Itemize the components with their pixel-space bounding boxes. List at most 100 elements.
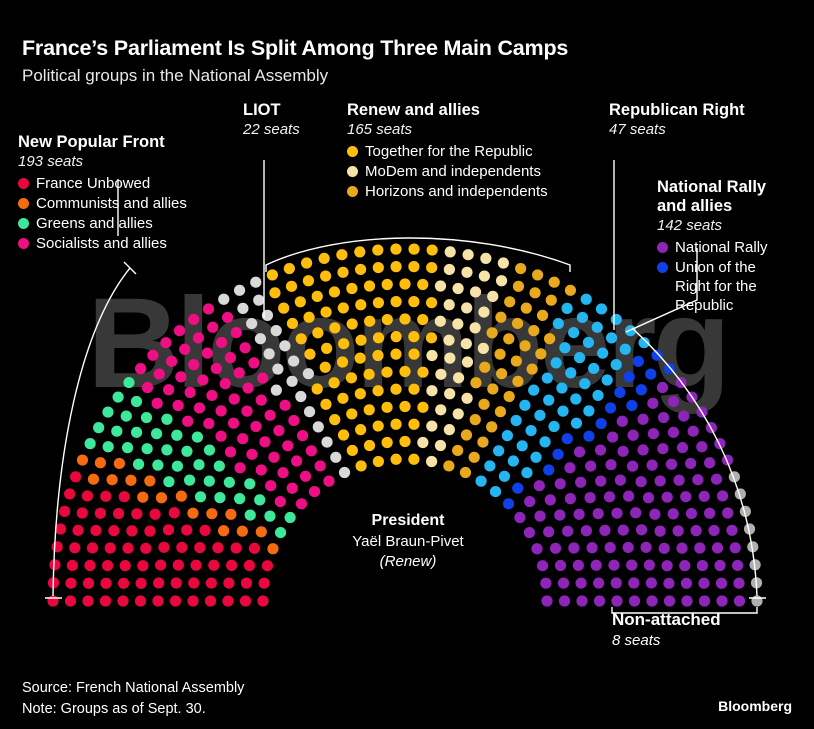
seat-dot (171, 429, 183, 441)
seat-dot (188, 313, 200, 326)
color-swatch-icon (18, 217, 29, 229)
seat-dot (176, 541, 188, 554)
seat-dot (528, 325, 540, 337)
seat-dot (426, 261, 438, 274)
seat-dot (102, 441, 114, 453)
seat-dot (192, 332, 205, 344)
seat-dot (656, 381, 669, 394)
seat-dot (268, 451, 280, 463)
seat-dot (493, 445, 505, 457)
seat-dot (501, 430, 513, 442)
seat-dot (443, 334, 455, 346)
legend-item: Socialists and allies (18, 234, 187, 253)
seat-dot (193, 402, 206, 414)
seat-dot (624, 325, 637, 337)
seat-dot (750, 577, 763, 589)
seat-dot (496, 368, 508, 380)
seat-dot (261, 560, 274, 572)
seat-dot (408, 418, 420, 430)
seat-dot (304, 348, 316, 360)
seat-dot (678, 410, 690, 422)
seat-dot (628, 577, 640, 589)
seat-dot (108, 525, 120, 537)
legend-seats: 47 seats (609, 120, 666, 138)
seat-dot (461, 266, 473, 278)
seat-dot (623, 371, 635, 383)
seat-dot (425, 332, 438, 344)
seat-dot (564, 493, 576, 505)
seat-dot (643, 559, 655, 571)
seat-dot (274, 495, 286, 508)
seat-dot (270, 384, 282, 396)
legend-item-label: Greens and allies (36, 214, 153, 232)
seat-dot (210, 362, 222, 375)
seat-dot (663, 363, 676, 375)
seat-dot (274, 526, 287, 539)
seat-dot (477, 436, 489, 448)
seat-dot (144, 475, 156, 487)
legend-item-label: Together for the Republic (365, 142, 533, 160)
seat-dot (155, 492, 168, 504)
seat-dot (535, 348, 547, 360)
seat-dot (573, 446, 586, 458)
seat-dot (477, 342, 489, 354)
seat-dot (308, 485, 321, 498)
seat-dot (144, 525, 156, 537)
seat-dot (150, 428, 163, 440)
seat-dot (222, 595, 234, 607)
seat-dot (715, 577, 728, 589)
seat-dot (647, 428, 660, 440)
seat-dot (539, 436, 551, 448)
seat-dot (329, 414, 341, 426)
seat-dot (479, 361, 491, 373)
seat-dot (663, 577, 675, 589)
seat-dot (676, 442, 689, 454)
seat-dot (640, 541, 652, 553)
seat-dot (64, 488, 76, 500)
seat-dot (658, 542, 670, 554)
seat-dot (676, 542, 688, 554)
seat-dot (338, 338, 350, 350)
seat-dot (277, 467, 289, 479)
seat-dot (532, 269, 544, 281)
legend-seats: 142 seats (657, 216, 723, 234)
seat-dot (188, 577, 200, 589)
seat-dot (399, 435, 411, 448)
seat-dot (191, 431, 204, 443)
seat-dot (72, 524, 84, 536)
seat-dot (233, 284, 246, 296)
seat-dot (212, 542, 224, 554)
seat-dot (266, 269, 278, 281)
seat-dot (544, 494, 556, 506)
seat-dot (592, 389, 604, 402)
seat-dot (610, 359, 622, 371)
seat-dot (469, 286, 482, 298)
seat-dot (543, 464, 555, 476)
seat-dot (597, 347, 609, 359)
seat-dot (118, 491, 130, 503)
seat-dot (705, 422, 717, 434)
seat-dot (265, 480, 277, 492)
legend-item: France Unbowed (18, 174, 187, 193)
seat-dot (593, 595, 606, 607)
seat-dot (399, 400, 411, 413)
seat-dot (572, 559, 584, 571)
seat-dot (726, 524, 738, 536)
seat-dot (255, 464, 267, 476)
seat-dot (592, 508, 604, 520)
seat-dot (680, 491, 692, 503)
seat-dot (215, 430, 227, 442)
seat-dot (363, 368, 375, 380)
seat-dot (169, 595, 182, 607)
seat-dot (173, 325, 186, 337)
seat-dot (355, 299, 367, 311)
seat-dot (408, 261, 420, 273)
seat-dot (692, 474, 704, 486)
seat-dot (269, 287, 281, 299)
seat-dot (328, 377, 340, 389)
seat-dot (426, 455, 438, 468)
seat-dot (381, 436, 393, 449)
seat-dot (120, 410, 132, 422)
seat-dot (230, 326, 242, 339)
seat-dot (137, 560, 149, 572)
